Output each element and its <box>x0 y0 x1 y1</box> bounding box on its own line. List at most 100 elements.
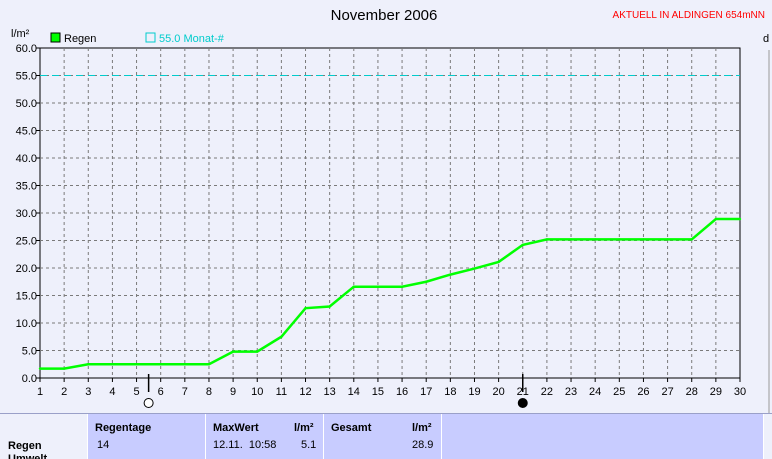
stats-label-cell: Regen Umwelt <box>0 414 88 459</box>
x-tick-label: 29 <box>710 386 722 398</box>
x-tick-label: 2 <box>61 386 67 398</box>
x-tick-label: 15 <box>372 386 384 398</box>
y-tick-label: 10.0 <box>16 318 37 330</box>
x-tick-label: 11 <box>276 386 287 398</box>
data-point <box>280 335 283 338</box>
data-point <box>497 260 500 264</box>
data-point <box>256 350 259 353</box>
x-tick-label: 1 <box>37 386 43 398</box>
y-tick-label: 35.0 <box>16 181 37 193</box>
maxwert-header: MaxWert <box>213 422 259 434</box>
chart-title: November 2006 <box>331 7 438 24</box>
full-moon-icon <box>143 398 154 408</box>
x-tick-label: 28 <box>686 386 698 398</box>
data-point <box>207 363 211 366</box>
x-tick-label: 14 <box>348 386 360 398</box>
data-point <box>618 238 621 241</box>
data-point <box>666 238 669 241</box>
x-tick-label: 16 <box>396 386 408 398</box>
x-tick-label: 27 <box>661 386 673 398</box>
x-tick-label: 9 <box>230 386 236 398</box>
status-text: AKTUELL IN ALDINGEN 654mNN <box>613 10 765 21</box>
y-tick-label: 40.0 <box>16 153 37 165</box>
x-tick-label: 6 <box>158 386 164 398</box>
x-tick-label: 12 <box>299 386 311 398</box>
stats-panel: Regen Umwelt Regentage 14 MaxWert l/m² 1… <box>0 413 772 459</box>
x-tick-label: 20 <box>492 386 504 398</box>
gesamt-unit: l/m² <box>412 422 432 434</box>
x-tick-label: 5 <box>133 386 139 398</box>
data-point <box>569 238 573 241</box>
data-point <box>135 363 138 366</box>
x-tick-label: 7 <box>182 386 188 398</box>
y-tick-label: 20.0 <box>16 263 37 275</box>
y-tick-labels: 0.0 5.0 10.0 15.0 20.0 25.0 30.0 35.0 40.0 45.0 50… <box>16 43 40 385</box>
y-tick-label: 55.0 <box>16 71 37 83</box>
y-tick-label: 5.0 <box>22 346 37 358</box>
data-point <box>352 285 355 288</box>
y-tick-label: 50.0 <box>16 98 37 110</box>
x-tick-label: 4 <box>109 386 115 398</box>
data-point <box>304 306 307 310</box>
y-tick-label: 45.0 <box>16 126 37 138</box>
maxwert-datetime: 12.11. 10:58 <box>213 439 277 451</box>
x-tick-label: 13 <box>324 386 336 398</box>
data-point <box>738 217 742 221</box>
maxwert-value: 5.1 <box>301 439 317 451</box>
y-tick-label: 30.0 <box>16 208 37 220</box>
data-point <box>38 367 42 370</box>
x-tick-label: 3 <box>85 386 91 398</box>
maxwert-unit: l/m² <box>294 422 314 434</box>
y-tick-label: 25.0 <box>16 236 37 248</box>
data-point <box>183 363 187 366</box>
corner-label: d <box>763 33 769 45</box>
x-tick-label: 25 <box>613 386 625 398</box>
gesamt-cell: Gesamt l/m² 28.9 <box>324 414 442 459</box>
x-tick-label: 10 <box>251 386 263 398</box>
data-point <box>376 285 380 288</box>
data-point <box>642 238 645 241</box>
data-point <box>231 350 235 353</box>
y-tick-label: 15.0 <box>16 291 37 303</box>
x-tick-label: 22 <box>541 386 553 398</box>
stats-row-label-2: Umwelt <box>8 454 47 459</box>
legend-label-reference: 55.0 Monat-# <box>159 33 225 45</box>
stats-empty-cell <box>442 414 764 459</box>
data-point <box>159 363 162 366</box>
legend-swatch-regen <box>50 32 61 43</box>
moon-phase-markers <box>143 374 528 408</box>
data-point <box>400 285 404 288</box>
data-point <box>545 238 549 241</box>
x-tick-labels: 1234567891011121314151617181920212223242… <box>37 378 746 398</box>
data-point <box>111 363 114 366</box>
y-tick-label: 0.0 <box>22 373 37 385</box>
stats-row-label: Regen <box>8 440 42 452</box>
data-point <box>473 267 476 270</box>
maxwert-cell: MaxWert l/m² 12.11. 10:58 5.1 <box>206 414 324 459</box>
data-point <box>425 280 428 283</box>
x-tick-label: 17 <box>420 386 432 398</box>
rain-chart: November 2006 AKTUELL IN ALDINGEN 654mNN… <box>11 7 770 413</box>
y-tick-label: 60.0 <box>16 43 37 55</box>
regentage-value: 14 <box>97 439 110 451</box>
y-axis-unit: l/m² <box>11 28 30 40</box>
x-tick-label: 8 <box>206 386 212 398</box>
x-tick-label: 19 <box>468 386 480 398</box>
gesamt-header: Gesamt <box>331 422 372 434</box>
data-point <box>62 367 66 370</box>
data-point <box>690 238 693 241</box>
legend-swatch-reference <box>145 32 156 43</box>
x-tick-label: 26 <box>637 386 649 398</box>
data-point <box>449 273 452 276</box>
data-point <box>87 363 90 366</box>
x-tick-label: 18 <box>444 386 456 398</box>
gesamt-value: 28.9 <box>412 439 434 451</box>
data-point <box>593 238 597 241</box>
series-points <box>38 217 742 370</box>
x-tick-label: 23 <box>565 386 577 398</box>
regentage-header: Regentage <box>95 422 152 434</box>
series-line-regen <box>40 217 740 370</box>
data-point <box>328 305 331 308</box>
legend-label-regen: Regen <box>64 33 96 45</box>
x-tick-label: 30 <box>734 386 746 398</box>
